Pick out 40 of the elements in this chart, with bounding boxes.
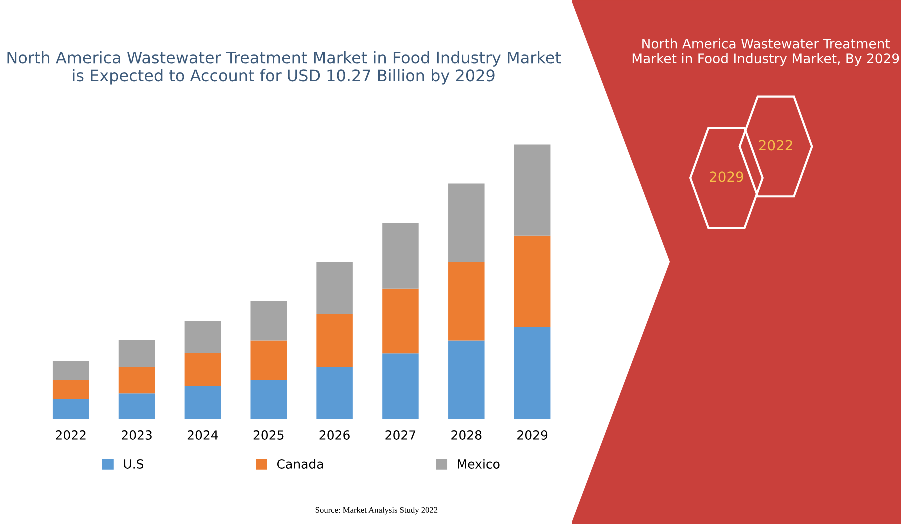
text: North America Wastewater Treatment Market in Food Industry Market, By 2029 (632, 38, 900, 66)
x-tick-label: 2023 (122, 430, 152, 440)
legend-label: Canada (277, 459, 324, 469)
x-tick-label: 2026 (320, 430, 350, 440)
bar (118, 367, 156, 394)
bar (184, 353, 222, 386)
bar (514, 326, 551, 420)
bar (448, 184, 485, 262)
bar (250, 340, 287, 380)
bar (118, 394, 156, 420)
bar (184, 386, 222, 420)
bar (250, 380, 287, 420)
bar (316, 314, 353, 368)
bar (382, 223, 419, 289)
legend-label: Mexico (458, 459, 500, 469)
bar (184, 321, 222, 354)
x-tick-label: 2028 (452, 430, 482, 440)
x-tick-label: 2027 (386, 430, 416, 440)
bar (52, 399, 90, 420)
x-tick-label: 2022 (56, 430, 86, 440)
bar (514, 144, 551, 236)
x-tick-label: 2024 (188, 430, 218, 440)
bar (382, 288, 419, 354)
bar (250, 301, 287, 341)
bar (52, 380, 90, 400)
x-tick-label: 2029 (518, 430, 548, 440)
bar (514, 236, 551, 327)
chart-title: North America Wastewater Treatment Market in Food Industry Market is Expected to Account for USD 10.27 Billion by 2029 (8, 51, 562, 85)
legend-label: U.S (124, 459, 144, 469)
bar (316, 262, 353, 314)
source-note: Source: Market Analysis Study 2022 (316, 507, 438, 515)
bar (382, 354, 419, 420)
bar (118, 340, 156, 368)
text: 2029 (710, 172, 744, 182)
bar (448, 340, 485, 420)
text: 2022 (759, 140, 792, 151)
x-tick-label: 2025 (254, 430, 284, 440)
bar (448, 262, 485, 341)
bar (316, 367, 353, 420)
bar (52, 361, 90, 380)
